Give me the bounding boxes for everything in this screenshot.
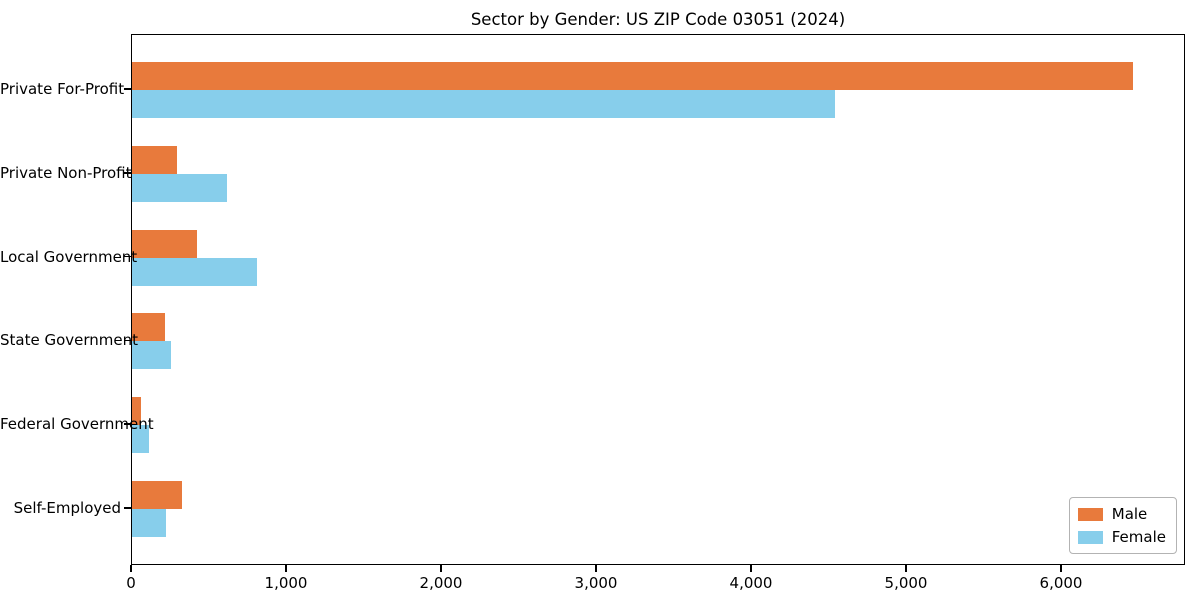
x-tick-mark — [1060, 565, 1062, 572]
x-tick-mark — [750, 565, 752, 572]
y-tick-mark — [124, 423, 131, 425]
legend-swatch-icon — [1077, 530, 1103, 544]
bar-female-6 — [132, 509, 167, 537]
bar-male-3 — [132, 229, 198, 258]
x-tick-mark — [440, 565, 442, 572]
x-axis-label-5,000: 5,000 — [884, 574, 928, 592]
legend-item-male: Male — [1077, 505, 1166, 523]
y-tick-mark — [124, 172, 131, 174]
bar-male-6 — [132, 481, 182, 509]
bar-male-5 — [132, 397, 141, 426]
y-tick-mark — [124, 255, 131, 258]
x-axis-label-2,000: 2,000 — [419, 574, 463, 592]
y-axis-label-5: Federal Government — [0, 415, 154, 434]
x-tick-mark — [285, 565, 287, 572]
bar-male-2 — [132, 145, 177, 174]
plot-area: Male Female — [131, 34, 1185, 565]
y-axis-label-1: Private For-Profit — [0, 80, 125, 98]
bar-female-5 — [132, 425, 149, 454]
x-tick-mark — [130, 565, 132, 572]
y-axis-label-2: Private Non-Profit — [0, 163, 132, 182]
bar-female-1 — [132, 90, 836, 118]
x-tick-mark — [905, 565, 907, 572]
y-tick-mark — [124, 88, 131, 90]
y-axis-label-3: Local Government — [0, 247, 138, 266]
chart-title: Sector by Gender: US ZIP Code 03051 (202… — [470, 10, 846, 29]
legend-label: Female — [1111, 528, 1166, 546]
bar-female-2 — [132, 173, 228, 202]
bar-male-1 — [132, 62, 1133, 90]
legend-item-female: Female — [1077, 528, 1166, 546]
x-axis-label-1,000: 1,000 — [264, 574, 308, 592]
y-tick-mark — [124, 339, 131, 342]
y-axis-label-4: State Government — [0, 331, 139, 350]
x-axis-label-6,000: 6,000 — [1039, 574, 1083, 592]
y-axis-label-6: Self-Employed — [13, 499, 121, 517]
bar-male-4 — [132, 313, 166, 342]
y-tick-mark — [124, 507, 131, 509]
legend-label: Male — [1111, 505, 1148, 523]
legend: Male Female — [1068, 497, 1177, 554]
x-axis-label-4,000: 4,000 — [729, 574, 773, 592]
x-tick-mark — [595, 565, 597, 572]
x-axis-label-3,000: 3,000 — [574, 574, 618, 592]
bar-female-3 — [132, 257, 258, 286]
x-axis-label-0: 0 — [126, 574, 136, 592]
bar-female-4 — [132, 341, 172, 370]
legend-swatch-icon — [1077, 507, 1103, 521]
